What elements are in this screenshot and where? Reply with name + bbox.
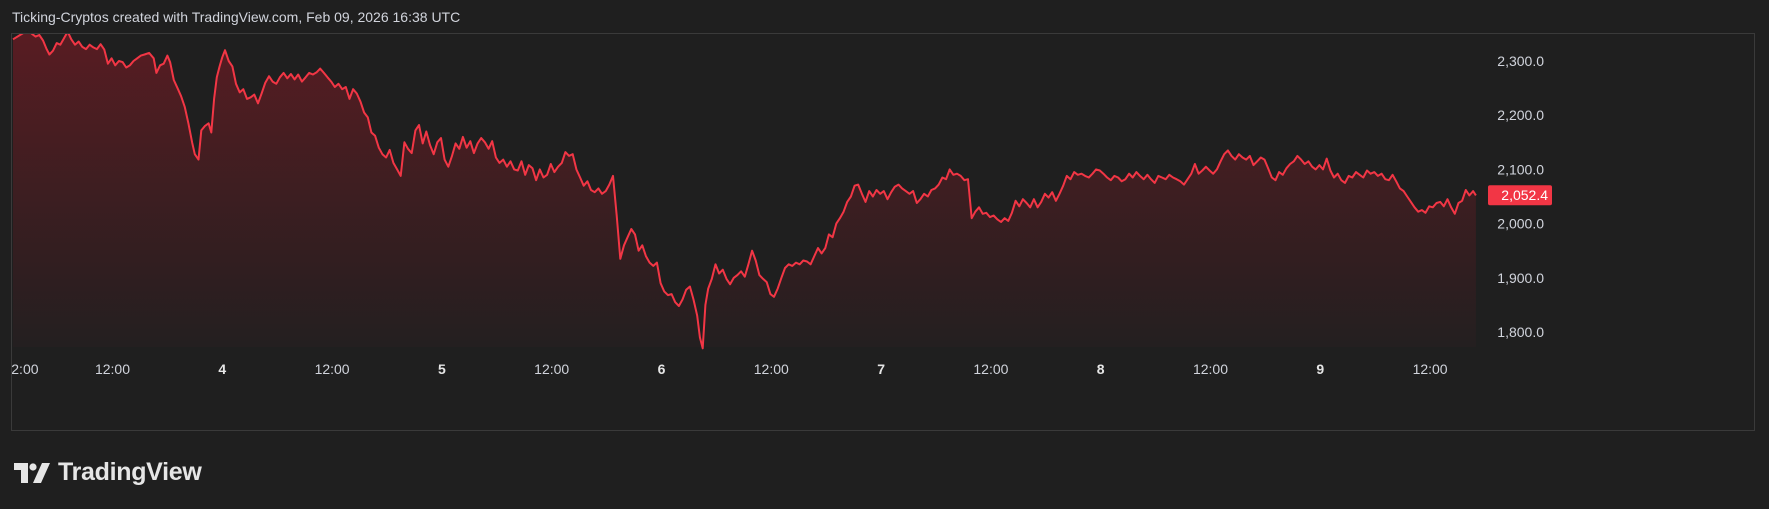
- current-price-label: 2,052.4: [1501, 187, 1548, 203]
- chart-header-title: Ticking-Cryptos created with TradingView…: [12, 9, 461, 25]
- price-chart[interactable]: 2,300.0 2,200.0 2,100.0 2,000.0 1,900.0 1,800…: [12, 34, 1756, 432]
- x-tick-label: 02:00: [12, 361, 39, 377]
- x-tick-label: 4: [218, 361, 226, 377]
- tradingview-logo-text: TradingView: [58, 458, 202, 486]
- x-tick-label: 12:00: [973, 361, 1008, 377]
- x-tick-label: 9: [1316, 361, 1324, 377]
- x-tick-label: 8: [1097, 361, 1105, 377]
- x-tick-label: 12:00: [1413, 361, 1448, 377]
- x-tick-label: 12:00: [1193, 361, 1228, 377]
- y-tick-label: 2,100.0: [1497, 161, 1544, 177]
- tradingview-logo-icon: [14, 462, 50, 483]
- x-tick-label: 12:00: [315, 361, 350, 377]
- y-axis[interactable]: 2,300.0 2,200.0 2,100.0 2,000.0 1,900.0 1,800…: [1497, 53, 1544, 340]
- current-price-badge: [1488, 185, 1552, 206]
- x-tick-label: 12:00: [754, 361, 789, 377]
- x-tick-label: 7: [877, 361, 885, 377]
- price-area-fill: [13, 34, 1476, 349]
- y-tick-label: 1,900.0: [1497, 270, 1544, 286]
- x-tick-label: 6: [658, 361, 666, 377]
- y-tick-label: 1,800.0: [1497, 324, 1544, 340]
- tradingview-logo[interactable]: TradingView: [14, 458, 202, 487]
- x-tick-label: 5: [438, 361, 446, 377]
- x-tick-label: 12:00: [534, 361, 569, 377]
- y-tick-label: 2,200.0: [1497, 107, 1544, 123]
- y-tick-label: 2,300.0: [1497, 53, 1544, 69]
- chart-frame[interactable]: 2,300.0 2,200.0 2,100.0 2,000.0 1,900.0 1,800…: [11, 33, 1755, 431]
- price-series-line[interactable]: [12, 34, 1477, 350]
- x-axis[interactable]: 02:00 12:00 4 12:00 5 12:00 6 12:00 7 12:00 8 12:00…: [12, 361, 1448, 377]
- x-tick-label: 12:00: [95, 361, 130, 377]
- y-tick-label: 2,000.0: [1497, 216, 1544, 232]
